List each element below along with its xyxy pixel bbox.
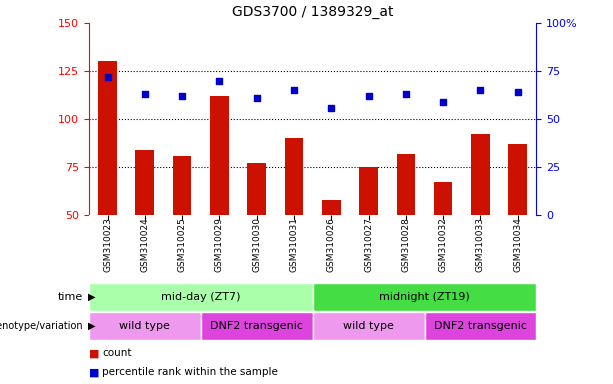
Point (401, 91, 411, 97)
Point (289, 87, 299, 93)
Point (215, 78, 224, 84)
Text: DNF2 transgenic: DNF2 transgenic (434, 321, 527, 331)
Text: count: count (102, 348, 132, 358)
Bar (471, 134, 490, 215)
Bar (284, 138, 303, 215)
Point (513, 89, 523, 95)
Bar (173, 156, 191, 215)
Point (177, 93, 187, 99)
Bar (89, 312, 201, 340)
Bar (248, 163, 266, 215)
Text: GSM310028: GSM310028 (402, 217, 410, 272)
Bar (508, 144, 527, 215)
Bar (98, 61, 117, 215)
Text: percentile rank within the sample: percentile rank within the sample (102, 367, 278, 377)
Text: GSM310031: GSM310031 (289, 217, 299, 272)
Point (140, 91, 150, 97)
Point (364, 93, 373, 99)
Text: GSM310025: GSM310025 (178, 217, 186, 272)
Text: wild type: wild type (120, 321, 170, 331)
Point (326, 104, 336, 111)
Text: ▶: ▶ (88, 321, 96, 331)
Point (476, 87, 485, 93)
Text: wild type: wild type (343, 321, 394, 331)
Text: GSM310027: GSM310027 (364, 217, 373, 272)
Text: ■: ■ (89, 367, 99, 377)
Title: GDS3700 / 1389329_at: GDS3700 / 1389329_at (232, 5, 394, 19)
Text: mid-day (ZT7): mid-day (ZT7) (161, 292, 240, 302)
Text: GSM310034: GSM310034 (513, 217, 522, 272)
Bar (201, 312, 313, 340)
Text: GSM310030: GSM310030 (252, 217, 261, 272)
Text: ▶: ▶ (88, 292, 96, 302)
Bar (359, 167, 378, 215)
Text: ■: ■ (89, 348, 99, 358)
Text: GSM310024: GSM310024 (140, 217, 150, 272)
Bar (210, 96, 229, 215)
Bar (89, 283, 313, 311)
Bar (434, 182, 452, 215)
Bar (424, 312, 536, 340)
Text: genotype/variation: genotype/variation (0, 321, 83, 331)
Bar (313, 312, 424, 340)
Text: GSM310033: GSM310033 (476, 217, 485, 272)
Text: GSM310032: GSM310032 (439, 217, 447, 272)
Point (102, 74, 112, 80)
Text: time: time (58, 292, 83, 302)
Text: GSM310026: GSM310026 (327, 217, 336, 272)
Text: GSM310023: GSM310023 (103, 217, 112, 272)
Point (252, 95, 262, 101)
Point (438, 99, 448, 105)
Text: GSM310029: GSM310029 (215, 217, 224, 272)
Bar (397, 154, 415, 215)
Bar (135, 150, 154, 215)
Text: DNF2 transgenic: DNF2 transgenic (210, 321, 303, 331)
Bar (322, 200, 341, 215)
Text: midnight (ZT19): midnight (ZT19) (379, 292, 470, 302)
Bar (313, 283, 536, 311)
